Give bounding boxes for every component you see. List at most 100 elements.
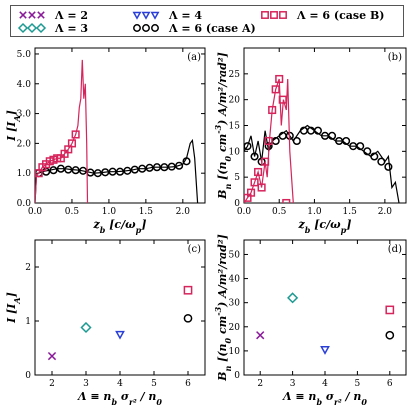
series-marker-caseA-shape bbox=[342, 136, 351, 146]
legend-marker bbox=[270, 11, 278, 19]
series-marker-caseA-shape bbox=[78, 166, 88, 175]
series-marker-caseA bbox=[342, 136, 351, 146]
data-point-L3-shape bbox=[287, 292, 299, 304]
label-part: / n bbox=[137, 390, 157, 403]
series-marker-caseA bbox=[115, 167, 125, 176]
x-axis-label: Λ ≡ nb σr² / n0 bbox=[282, 390, 367, 407]
label-part: 0 bbox=[361, 397, 367, 407]
label-part: B bbox=[216, 372, 229, 382]
legend-entry-4: Λ = 6 (case A) bbox=[133, 22, 256, 35]
data-point-caseB-shape bbox=[385, 305, 395, 315]
legend-canvas: Λ = 2Λ = 3 Λ = 4Λ = 6 (case A) Λ = 6 (case… bbox=[17, 9, 384, 35]
legend-marker bbox=[17, 22, 29, 34]
y-tick-label: 20 bbox=[229, 323, 241, 333]
series-marker-caseA-shape bbox=[182, 157, 191, 166]
y-tick-label: 5.0 bbox=[17, 50, 32, 60]
series-marker-caseA-shape bbox=[108, 167, 117, 176]
series-marker-caseB bbox=[268, 105, 277, 115]
legend-label: Λ = 6 (case B) bbox=[296, 9, 384, 22]
legend-marker-stroke bbox=[19, 11, 27, 19]
label-part: 0 bbox=[156, 397, 162, 407]
label-part: 0 bbox=[223, 337, 233, 343]
label-part: cm bbox=[216, 316, 229, 338]
series-marker-caseA bbox=[244, 142, 252, 151]
plot-data bbox=[244, 74, 400, 203]
series-marker-caseA bbox=[71, 166, 80, 175]
data-point-L2-stroke bbox=[47, 351, 57, 361]
x-tick-label: 2.0 bbox=[176, 207, 191, 217]
series-marker-caseB bbox=[246, 188, 256, 197]
series-marker-caseB bbox=[275, 74, 284, 84]
series-marker-caseB-shape bbox=[67, 139, 77, 148]
label-part: b bbox=[316, 397, 322, 407]
data-point-caseB-shape bbox=[183, 285, 193, 295]
legend-marker bbox=[37, 11, 45, 19]
series-marker-caseA bbox=[123, 166, 132, 175]
label-part: [c/ω bbox=[310, 218, 341, 231]
y-tick-label: 25 bbox=[229, 70, 241, 80]
label-part: Λ ≡ n bbox=[282, 390, 316, 403]
y-tick-label: 40 bbox=[229, 275, 241, 285]
data-point-L4-shape bbox=[320, 346, 330, 355]
legend-marker-shape bbox=[26, 22, 38, 34]
legend-marker bbox=[133, 24, 141, 32]
x-tick-label: 1.0 bbox=[307, 207, 322, 217]
series-marker-caseA-shape bbox=[384, 162, 393, 171]
legend-entry-1: Λ = 2 bbox=[19, 9, 88, 22]
legend-entry-3: Λ = 4 bbox=[132, 9, 202, 22]
series-marker-caseA-shape bbox=[71, 166, 80, 175]
series-marker-caseA-shape bbox=[123, 166, 132, 175]
label-part: I [I bbox=[5, 121, 18, 142]
series-marker-caseA bbox=[182, 157, 191, 166]
label-part: r² bbox=[334, 397, 342, 407]
legend-marker-stroke bbox=[37, 11, 45, 19]
series-marker-caseA-shape bbox=[93, 169, 102, 178]
y-tick-label: 1 bbox=[25, 317, 31, 327]
label-part: [c/ω bbox=[105, 218, 136, 231]
x-tick-label: 1.5 bbox=[139, 207, 154, 217]
y-axis-label-group: Bn [(n0 cm-3) A/m²/rad²] bbox=[213, 234, 233, 382]
series-marker-caseB-shape bbox=[246, 188, 256, 197]
label-part: b bbox=[111, 397, 117, 407]
plot-data bbox=[35, 59, 199, 203]
data-point-L4 bbox=[320, 346, 330, 355]
legend-label: Λ = 4 bbox=[168, 9, 202, 22]
x-tick-label: 0.5 bbox=[65, 207, 80, 217]
series-marker-caseB-shape bbox=[261, 157, 270, 166]
y-tick-label: 10 bbox=[229, 347, 241, 357]
legend-marker bbox=[19, 11, 27, 19]
legend-marker-shape bbox=[35, 22, 47, 34]
y-tick-label: 0.0 bbox=[17, 199, 32, 209]
x-tick-label: 1.5 bbox=[342, 207, 357, 217]
series-marker-caseA bbox=[175, 161, 184, 170]
data-point-caseB bbox=[183, 285, 193, 295]
series-marker-caseA bbox=[108, 167, 117, 176]
series-marker-caseB bbox=[254, 167, 263, 177]
series-marker-caseB-shape bbox=[71, 130, 80, 139]
series-marker-caseA bbox=[384, 162, 393, 171]
label-part: n bbox=[223, 366, 233, 372]
plot-frame bbox=[34, 239, 206, 376]
x-axis-label: zb [c/ωp] bbox=[298, 218, 352, 235]
label-part: ) A/m²/rad²] bbox=[216, 234, 229, 308]
series-marker-caseA-shape bbox=[115, 167, 125, 176]
series-marker-caseB bbox=[250, 178, 259, 187]
series-marker-caseA-shape bbox=[370, 152, 379, 161]
panel-label: (c) bbox=[188, 244, 202, 255]
series-marker-caseB bbox=[278, 95, 287, 104]
series-marker-caseB-shape bbox=[254, 167, 263, 177]
y-tick-label: 4.0 bbox=[17, 80, 32, 90]
legend-marker-shape bbox=[151, 24, 159, 32]
panel-label: (a) bbox=[187, 52, 201, 63]
series-marker-caseA bbox=[49, 166, 58, 175]
legend-marker bbox=[26, 22, 38, 34]
series-marker-caseA-shape bbox=[145, 163, 154, 172]
series-marker-caseB-shape bbox=[278, 95, 287, 104]
label-part: p bbox=[341, 225, 347, 235]
data-point-L2 bbox=[256, 331, 265, 340]
y-axis-label-group: I [IA] bbox=[5, 292, 22, 324]
x-tick-label: 5 bbox=[151, 379, 157, 389]
